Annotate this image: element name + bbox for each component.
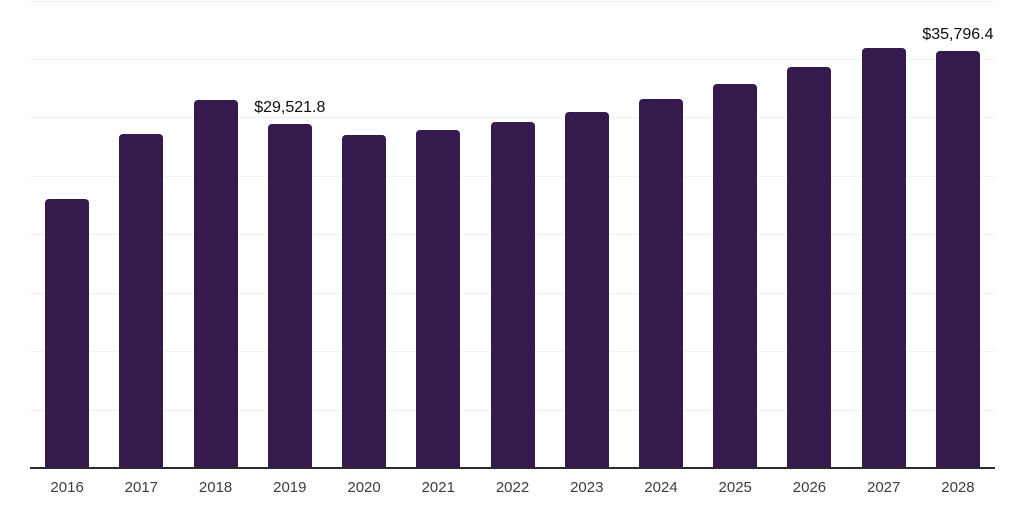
bar-2017 [119, 134, 164, 469]
bar-2016 [45, 199, 90, 469]
gridline-35000 [30, 58, 995, 60]
x-tick-2016: 2016 [50, 479, 84, 496]
bar-2020 [342, 134, 387, 469]
x-tick-2018: 2018 [198, 479, 233, 496]
x-tick-2017: 2017 [124, 479, 159, 496]
plot-area: $29,521.8 $35,796.4 [30, 0, 995, 469]
bar-band-2025 [698, 0, 772, 469]
bar-2019 [267, 123, 312, 469]
bar-band-2027 [847, 0, 921, 469]
bar-band-2024 [624, 0, 698, 469]
x-tick-2024: 2024 [644, 479, 678, 496]
bar-2022 [490, 121, 535, 469]
bar-2021 [416, 130, 461, 469]
bar-2027 [861, 48, 906, 469]
bar-band-2021 [401, 0, 475, 469]
bar-band-2022 [475, 0, 549, 469]
gridline-30000 [30, 117, 995, 119]
bar-band-2020 [327, 0, 401, 469]
x-tick-2020: 2020 [347, 479, 381, 496]
value-label-2028: $35,796.4 [922, 25, 994, 43]
x-tick-2025: 2025 [718, 479, 752, 496]
bar-2026 [787, 66, 832, 469]
bar-2024 [638, 99, 683, 469]
bar-band-2026 [772, 0, 846, 469]
bars: $29,521.8 $35,796.4 [30, 0, 995, 469]
x-axis-line [30, 467, 995, 469]
bar-band-2017 [104, 0, 178, 469]
bar-2028 [935, 50, 980, 469]
bar-band-2018 [178, 0, 252, 469]
bar-band-2023 [550, 0, 624, 469]
x-tick-2028: 2028 [941, 479, 975, 496]
bar-band-2019: $29,521.8 [253, 0, 327, 469]
x-tick-2027: 2027 [867, 479, 901, 496]
bar-2018 [193, 100, 238, 469]
x-axis-labels: 2016 2017 2018 2019 2020 2021 2022 2023 2024 2025… [30, 478, 995, 497]
bar-band-2028: $35,796.4 [921, 0, 995, 469]
gridline-40000 [30, 0, 995, 2]
x-tick-2023: 2023 [570, 479, 604, 496]
x-tick-2026: 2026 [792, 479, 827, 496]
value-label-2019: $29,521.8 [254, 98, 326, 116]
bar-2023 [564, 111, 609, 469]
x-tick-2022: 2022 [495, 479, 530, 496]
bar-2025 [713, 84, 758, 469]
x-tick-2021: 2021 [421, 479, 455, 496]
bar-band-2016 [30, 0, 104, 469]
x-tick-2019: 2019 [273, 479, 307, 496]
